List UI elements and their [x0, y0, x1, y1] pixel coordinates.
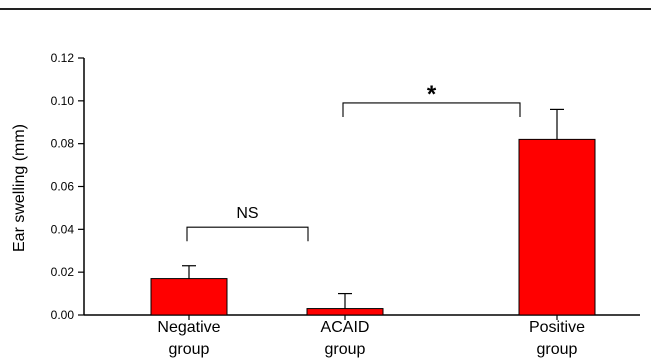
x-tick-label: group	[537, 341, 578, 358]
x-tick-label: ACAID	[321, 319, 370, 336]
x-tick-label: Negative	[157, 319, 220, 336]
y-tick-label: 0.06	[51, 180, 75, 194]
y-tick-label: 0.10	[51, 94, 75, 108]
bar	[150, 278, 228, 316]
y-tick-label: 0.08	[51, 137, 75, 151]
significance-label: NS	[236, 205, 258, 222]
y-tick-label: 0.04	[51, 222, 75, 236]
significance-label: *	[427, 81, 437, 108]
y-tick-label: 0.12	[51, 51, 75, 65]
top-rule	[0, 8, 651, 10]
significance-bracket	[342, 102, 521, 117]
y-tick-label: 0.02	[51, 265, 75, 279]
plot-area: 0.00 0.02 0.04 0.06 0.08 0.10 0.12 Negative grou…	[51, 51, 640, 358]
y-tick-label: 0.00	[51, 308, 75, 322]
x-tick-label: group	[325, 341, 366, 358]
y-axis-label: Ear swelling (mm)	[11, 124, 28, 252]
bar	[518, 138, 596, 316]
significance-bracket	[186, 226, 309, 242]
x-tick-label: group	[169, 341, 210, 358]
x-tick-label: Positive	[529, 319, 585, 336]
bar	[306, 308, 384, 316]
